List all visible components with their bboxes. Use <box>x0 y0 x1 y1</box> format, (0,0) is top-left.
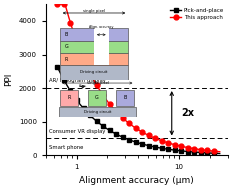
Text: Smart phone: Smart phone <box>49 145 83 150</box>
X-axis label: Alignment accuracy (μm): Alignment accuracy (μm) <box>79 176 193 185</box>
Text: 2x: 2x <box>180 108 193 118</box>
Text: AR/ Hologram display: AR/ Hologram display <box>49 78 106 83</box>
Legend: Pick-and-place, This approach: Pick-and-place, This approach <box>169 7 224 21</box>
Y-axis label: PPI: PPI <box>4 73 13 86</box>
Text: Consumer VR display: Consumer VR display <box>49 129 105 134</box>
